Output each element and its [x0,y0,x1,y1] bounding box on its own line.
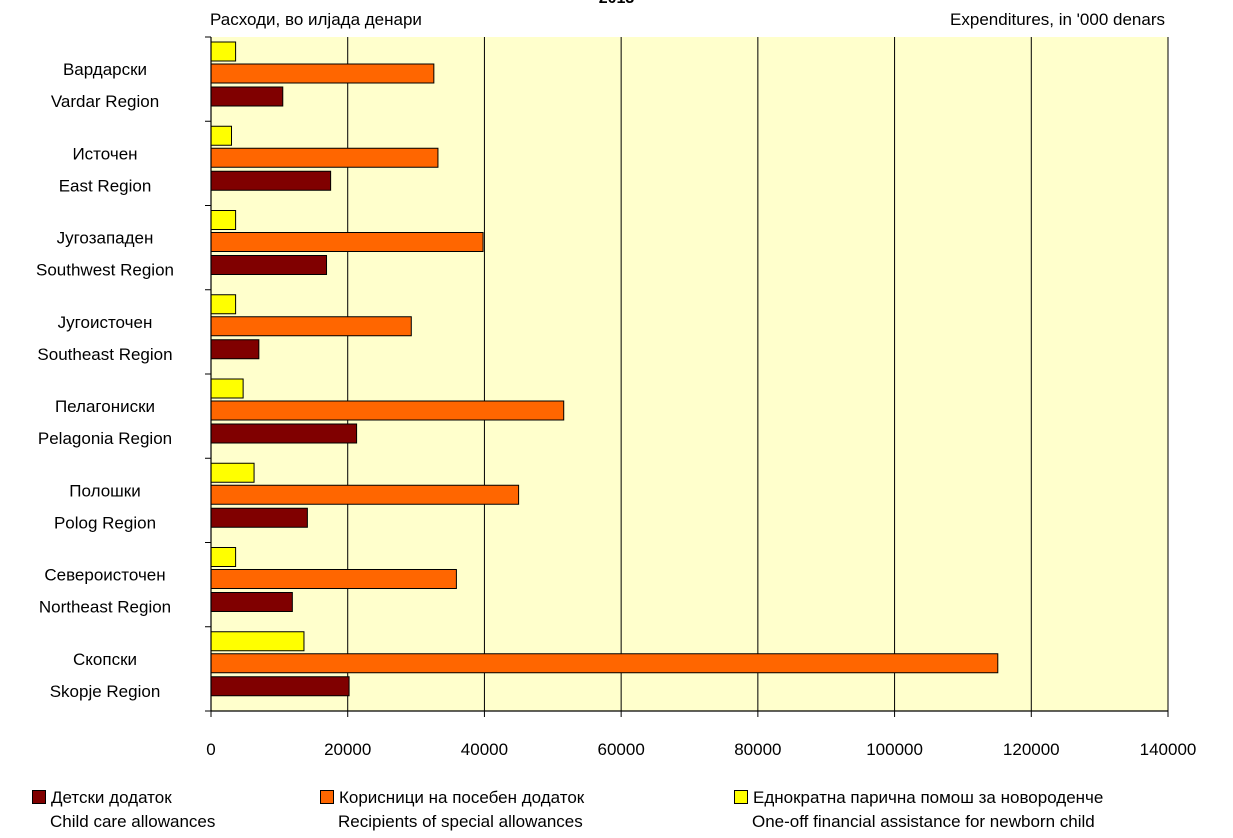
legend-swatch [734,790,748,805]
category-label-mk: Источен [72,144,137,163]
bar [210,125,233,146]
legend-item: Корисници на посебен додаток Recipients o… [320,786,584,834]
category-label-mk: Полошки [69,481,140,500]
x-tick-label: 100000 [866,740,923,759]
legend-label-mk: Еднократна парична помош за новороденче [753,788,1104,807]
category-label-mk: Југоисточен [58,313,153,332]
x-tick-label: 0 [206,740,215,759]
category-label-mk: Вардарски [63,60,147,79]
category-label-mk: Скопски [73,650,137,669]
bar [210,507,308,528]
legend-label-en: Recipients of special allowances [338,812,583,831]
bar [210,569,457,589]
bar [210,63,435,84]
bar [210,592,293,612]
bar [210,378,244,399]
x-tick-label: 120000 [1003,740,1060,759]
bar [210,653,999,674]
x-tick-label: 140000 [1140,740,1197,759]
bar [210,400,565,421]
bar [210,86,284,107]
bar [210,339,260,360]
bar [210,147,439,168]
bar [210,423,358,444]
legend-label-mk: Детски додаток [51,788,172,807]
legend-swatch [32,790,46,805]
x-tick-label: 40000 [461,740,508,759]
category-label-mk: Североисточен [44,566,165,585]
bar [210,631,305,652]
bar [210,255,328,275]
chart-title: 2013 [0,0,1233,8]
x-tick-label: 80000 [734,740,781,759]
bar [210,232,484,252]
bar [210,547,237,567]
unit-label-en: Expenditures, in '000 denars [950,10,1165,29]
category-label-mk: Југозападен [57,229,154,248]
plot-area [211,37,1168,711]
x-tick-label: 60000 [598,740,645,759]
bar [210,170,332,191]
legend-item: Еднократна парична помош за новороденче O… [734,786,1103,834]
bar [210,676,350,697]
category-label-en: Pelagonia Region [38,429,172,448]
legend-item: Детски додаток Child care allowances [32,786,215,834]
category-label-mk: Пелагониски [55,397,155,416]
category-label-en: Northeast Region [39,598,171,617]
category-label-en: Vardar Region [51,92,159,111]
legend-label-en: One-off financial assistance for newborn… [752,812,1095,831]
category-label-en: Skopje Region [50,682,161,701]
category-label-en: Polog Region [54,513,156,532]
bar [210,41,237,62]
legend-swatch [320,790,334,805]
x-tick-label: 20000 [324,740,371,759]
category-label-en: East Region [59,176,152,195]
category-label-en: Southwest Region [36,261,174,280]
bar [210,462,255,483]
unit-label-mk: Расходи, во илјада денари [210,10,422,29]
category-label-en: Southeast Region [37,345,172,364]
legend-label-mk: Корисници на посебен додаток [339,788,585,807]
bar [210,484,520,505]
legend-label-en: Child care allowances [50,812,216,831]
bar [210,210,237,230]
bar [210,316,412,337]
bar [210,294,237,315]
